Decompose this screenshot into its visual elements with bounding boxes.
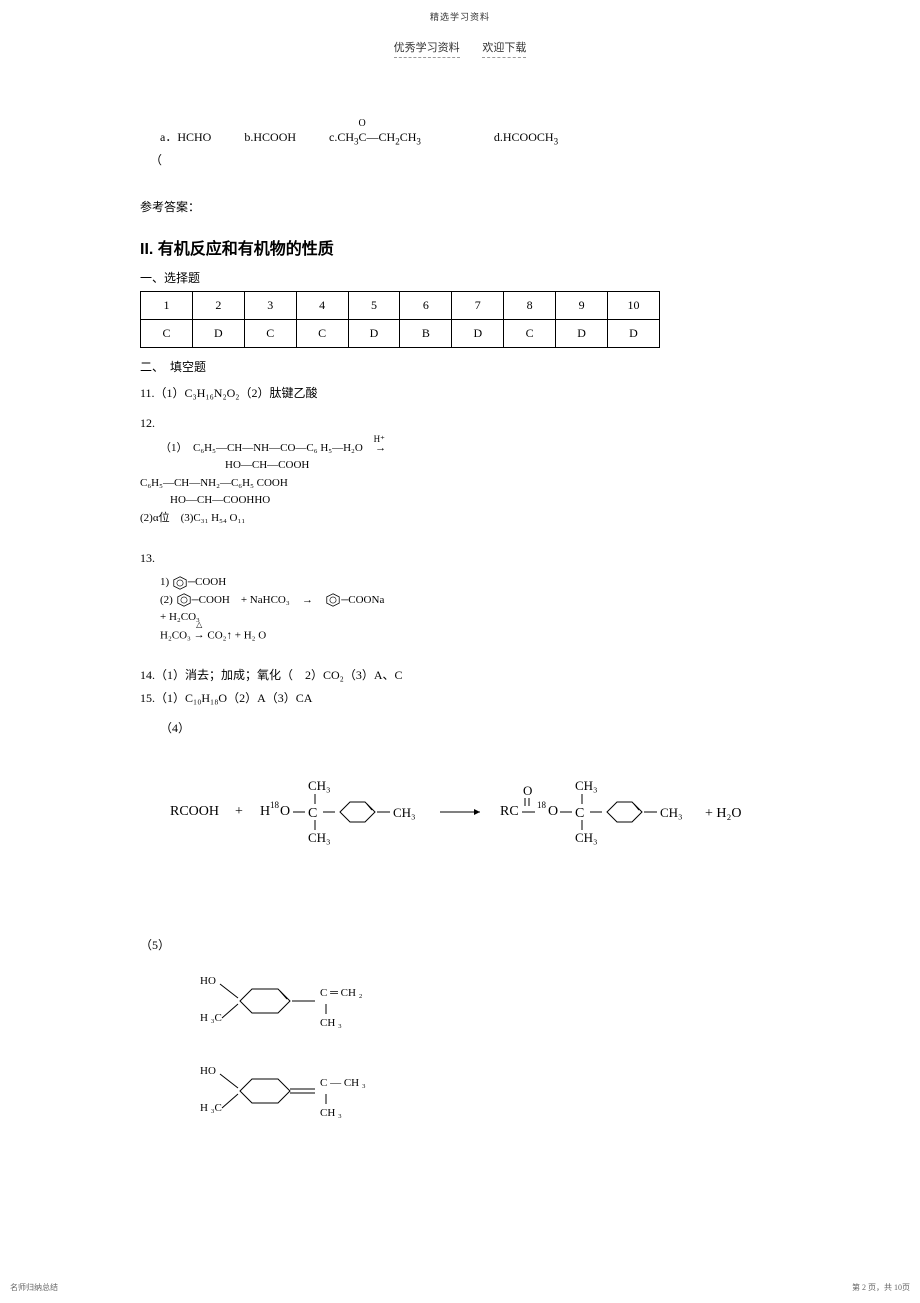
table-cell: C [504, 320, 556, 348]
table-cell: 1 [141, 292, 193, 320]
answer-table: 1 2 3 4 5 6 7 8 9 10 C D C C D B D C D D [140, 291, 660, 348]
q13-part2: (2) ─COOH + NaHCO₃ → ─COONa [140, 592, 780, 610]
table-cell: D [556, 320, 608, 348]
table-cell: 10 [608, 292, 660, 320]
svg-text:O: O [280, 804, 290, 819]
benzene-icon [172, 576, 188, 590]
subsection-fill: 二、 填空题 [140, 358, 780, 375]
reaction-svg: RCOOH + H 18 O CH₃ C CH₃ CH₃ RC O [140, 770, 780, 850]
table-cell: C [244, 320, 296, 348]
q13-part1: 1) ─COOH [140, 574, 780, 592]
svg-text:18: 18 [270, 800, 280, 810]
q12-line4: HO—CH—COOHHO [140, 492, 780, 510]
svg-text:CH₃: CH₃ [308, 830, 331, 845]
subsection-mc: 一、选择题 [140, 269, 780, 286]
q15-part5-label: （5） [140, 935, 780, 957]
svg-text:CH ₃: CH ₃ [320, 1107, 342, 1119]
benzene-icon [176, 593, 192, 607]
svg-text:O: O [523, 783, 532, 798]
table-cell: 9 [556, 292, 608, 320]
reference-answer-label: 参考答案： [140, 198, 780, 215]
footer-left: 名师归纳总结 [10, 1282, 58, 1293]
q13-part3: + H₂CO₃ [140, 609, 780, 627]
q12-line2: HO—CH—COOH [140, 457, 780, 475]
table-row-header: 1 2 3 4 5 6 7 8 9 10 [141, 292, 660, 320]
table-cell: D [608, 320, 660, 348]
table-cell: 6 [400, 292, 452, 320]
q12-line1: （1） C₆H₅—CH—NH—CO—C₆ H₅—H₂O H⁺ → [140, 440, 780, 458]
table-cell: D [452, 320, 504, 348]
breadcrumb-right: 欢迎下载 [482, 39, 526, 58]
svg-text:C: C [308, 806, 317, 821]
svg-text:C ═ CH ₂: C ═ CH ₂ [320, 987, 363, 999]
table-cell: 3 [244, 292, 296, 320]
q15-reaction: RCOOH + H 18 O CH₃ C CH₃ CH₃ RC O [140, 770, 780, 855]
option-b: b.HCOOH [244, 130, 296, 145]
svg-text:CH₃: CH₃ [575, 830, 598, 845]
svg-text:CH₃: CH₃ [308, 778, 331, 793]
svg-text:CH₃: CH₃ [660, 805, 683, 820]
q14: 14.（1）消去；加成；氧化（ 2）CO₂（3）A、C [140, 665, 780, 687]
svg-text:C — CH ₃: C — CH ₃ [320, 1077, 366, 1089]
open-bracket: （ [140, 151, 780, 168]
table-cell: B [400, 320, 452, 348]
breadcrumb-left: 优秀学习资料 [394, 39, 460, 58]
q13-part4: H₂CO₃ △→ CO₂↑ + H₂ O [140, 627, 780, 645]
table-cell: 5 [348, 292, 400, 320]
ho-label: HO [200, 1065, 216, 1077]
svg-text:C: C [575, 806, 584, 821]
table-cell: 4 [296, 292, 348, 320]
q11: 11.（1）C₃H₁₆N₂O₂（2）肽键乙酸 [140, 383, 780, 405]
svg-text:+: + [235, 804, 243, 819]
h3c-label: H ₃C [200, 1012, 222, 1024]
svg-text:H: H [260, 804, 270, 819]
q13-label: 13. [140, 548, 780, 570]
svg-text:CH ₃: CH ₃ [320, 1017, 342, 1029]
q13-diagram: 1) ─COOH (2) ─COOH + NaHCO₃ → ─COONa + H… [140, 574, 780, 645]
svg-text:RCOOH: RCOOH [170, 804, 219, 819]
ho-label: HO [200, 975, 216, 987]
table-cell: C [141, 320, 193, 348]
breadcrumb: 优秀学习资料 欢迎下载 [0, 23, 920, 68]
table-row-answers: C D C C D B D C D D [141, 320, 660, 348]
q15-part4-label: （4） [140, 718, 780, 740]
table-cell: 7 [452, 292, 504, 320]
svg-text:18: 18 [537, 800, 547, 810]
table-cell: 8 [504, 292, 556, 320]
h3c-label: H ₃C [200, 1102, 222, 1114]
arrow-delta: △→ [194, 627, 205, 645]
table-cell: 2 [192, 292, 244, 320]
q15: 15.（1）C₁₀H₁₈O（2）A（3）CA [140, 688, 780, 710]
table-cell: C [296, 320, 348, 348]
option-a: a．HCHO [160, 128, 211, 145]
question-options: a．HCHO b.HCOOH c.CH3OC—CH2CH3 d.HCOOCH3 [140, 128, 780, 146]
option-c: c.CH3OC—CH2CH3 [329, 130, 421, 146]
svg-text:CH₃: CH₃ [575, 778, 598, 793]
section-title: II. 有机反应和有机物的性质 [140, 235, 780, 259]
svg-text:CH₃: CH₃ [393, 805, 416, 820]
q12-line5: (2)α位 (3)C₃₁ H₅₄ O₁₁ [140, 510, 780, 528]
svg-text:O: O [548, 804, 558, 819]
option-d: d.HCOOCH3 [494, 130, 558, 146]
table-cell: D [348, 320, 400, 348]
main-content: a．HCHO b.HCOOH c.CH3OC—CH2CH3 d.HCOOCH3 … [0, 128, 920, 1131]
q12-line3: C₆H₅—CH—NH₂—C₆H₅ COOH [140, 475, 780, 493]
benzene-icon [325, 593, 341, 607]
molecule-2: HO H ₃C C — CH ₃ CH ₃ [160, 1056, 780, 1131]
svg-text:RC: RC [500, 804, 519, 819]
q12-label: 12. [140, 413, 780, 435]
svg-text:+ H₂O: + H₂O [705, 806, 742, 821]
q12-diagram: （1） C₆H₅—CH—NH—CO—C₆ H₅—H₂O H⁺ → HO—CH—C… [140, 440, 780, 528]
footer-right: 第 2 页，共 10页 [852, 1282, 910, 1293]
molecule-1: HO H ₃C C ═ CH ₂ CH ₃ [160, 966, 780, 1041]
table-cell: D [192, 320, 244, 348]
header-top: 精选学习资料 [0, 0, 920, 23]
